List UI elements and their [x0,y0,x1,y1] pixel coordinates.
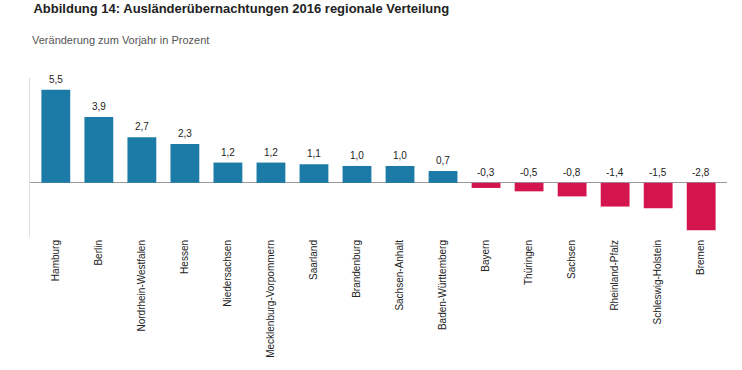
svg-text:-0,8: -0,8 [563,167,581,178]
svg-text:-1,4: -1,4 [606,167,624,178]
svg-text:2,7: 2,7 [135,121,149,132]
svg-text:Rheinland-Pfalz: Rheinland-Pfalz [609,240,620,311]
svg-text:-0,5: -0,5 [520,167,538,178]
svg-text:1,2: 1,2 [264,147,278,158]
svg-text:0,7: 0,7 [436,155,450,166]
svg-text:1,1: 1,1 [307,148,321,159]
svg-text:5,5: 5,5 [49,74,63,85]
svg-text:2,3: 2,3 [178,128,192,139]
svg-text:Saarland: Saarland [308,240,319,280]
svg-text:Mecklenburg-Vorpommern: Mecklenburg-Vorpommern [265,240,276,358]
svg-text:-1,5: -1,5 [649,167,667,178]
svg-text:Thüringen: Thüringen [523,240,534,285]
svg-text:1,0: 1,0 [393,150,407,161]
svg-text:-0,3: -0,3 [477,167,495,178]
svg-text:-2,8: -2,8 [692,167,710,178]
svg-text:Nordrhein-Westfalen: Nordrhein-Westfalen [136,240,147,332]
svg-text:Veränderung zum Vorjahr in Pro: Veränderung zum Vorjahr in Prozent [32,34,209,46]
svg-text:Sachsen: Sachsen [566,240,577,279]
svg-text:Hessen: Hessen [179,240,190,274]
svg-text:Brandenburg: Brandenburg [351,240,362,298]
svg-text:1,2: 1,2 [221,147,235,158]
svg-text:Abbildung 14: Ausländerübernac: Abbildung 14: Ausländerübernachtungen 20… [33,1,449,16]
svg-text:Baden-Württemberg: Baden-Württemberg [437,240,448,330]
svg-text:Bremen: Bremen [695,240,706,275]
svg-text:Sachsen-Anhalt: Sachsen-Anhalt [394,240,405,311]
svg-text:Bayern: Bayern [480,240,491,272]
svg-text:Schleswig-Holstein: Schleswig-Holstein [652,240,663,324]
svg-text:Hamburg: Hamburg [50,240,61,281]
svg-text:Berlin: Berlin [93,240,104,266]
svg-text:1,0: 1,0 [350,150,364,161]
svg-text:Niedersachsen: Niedersachsen [222,240,233,307]
svg-text:3,9: 3,9 [92,101,106,112]
